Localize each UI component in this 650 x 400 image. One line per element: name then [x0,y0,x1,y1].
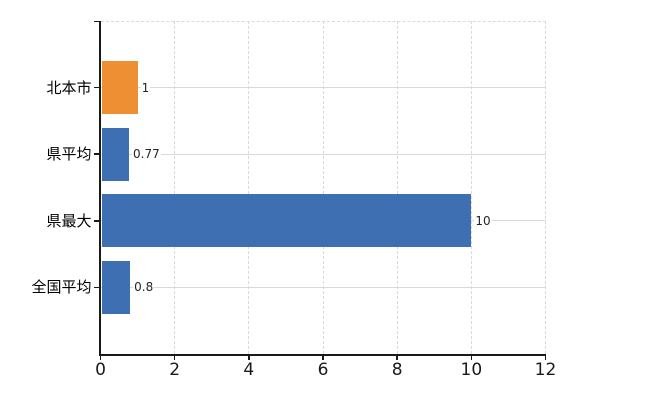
y-axis-tick [93,286,99,289]
x-axis-tick-label: 2 [169,360,181,380]
vertical-gridline [545,21,546,354]
x-axis-tick [544,355,547,360]
y-axis-tick [93,86,99,89]
bar-3 [101,260,131,314]
horizontal-gridline [100,286,546,288]
bar-1 [101,127,130,181]
x-axis-tick [396,355,398,360]
bar-value-label: 10 [474,213,492,228]
y-axis-tick [93,220,99,222]
bar-2 [101,194,472,248]
x-axis-line [99,354,546,356]
vertical-gridline [174,21,176,354]
x-axis-tick-label: 12 [534,360,557,380]
vertical-gridline [322,21,324,354]
vertical-gridline [248,21,250,354]
x-axis-tick-label: 8 [391,360,403,380]
y-axis-tick [93,153,99,155]
category-label: 北本市 [46,78,92,97]
x-axis-tick [99,355,102,360]
x-axis-tick [322,355,324,360]
bar-value-label: 0.77 [132,147,161,162]
x-axis-tick-label: 10 [460,360,483,380]
x-axis-tick-label: 4 [243,360,255,380]
y-axis-tick [93,20,99,22]
bar-value-label: 0.8 [133,280,155,295]
category-label: 県最大 [46,211,92,230]
horizontal-gridline [100,87,546,89]
x-axis-tick-label: 0 [95,360,106,380]
vertical-gridline [396,21,398,354]
category-label: 県平均 [46,145,92,164]
vertical-gridline [470,21,472,354]
x-axis-tick [248,355,250,360]
bar-value-label: 1 [140,80,151,95]
bar-0 [101,61,138,115]
horizontal-gridline [100,153,546,155]
category-label: 全国平均 [31,278,92,297]
x-axis-tick [173,355,176,360]
x-axis-tick-label: 6 [317,360,329,380]
x-axis-tick [470,355,473,360]
y-axis-line [99,20,101,355]
